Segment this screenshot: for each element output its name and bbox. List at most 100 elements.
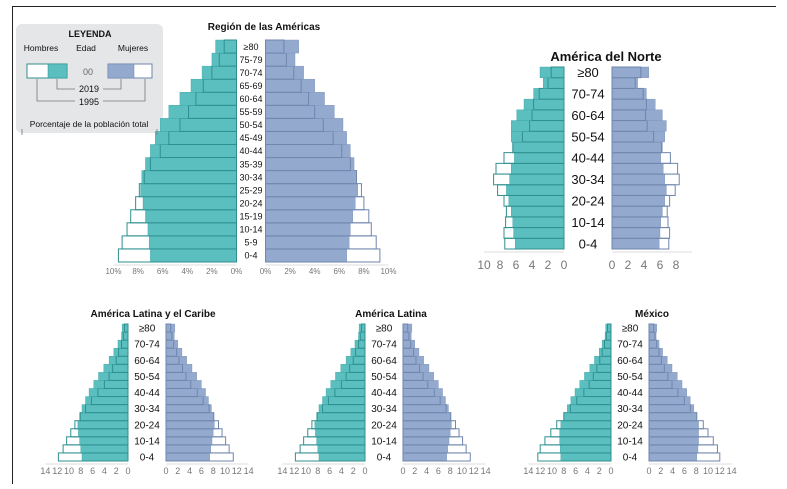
x-tick-left: 8% <box>132 267 144 276</box>
x-tick-right: 0 <box>646 466 651 476</box>
bar-hombres-2019 <box>358 323 366 333</box>
x-tick-right: 6% <box>334 267 346 276</box>
bar-hombres-2019 <box>559 428 612 438</box>
legend-year-1995: 1995 <box>79 97 99 107</box>
age-label: 5-9 <box>244 238 257 248</box>
bar-hombres-2019 <box>512 216 565 228</box>
age-label: 25-29 <box>239 185 262 195</box>
x-tick-left: 2 <box>114 466 119 476</box>
x-tick-right: 8 <box>448 466 453 476</box>
bar-hombres-2019 <box>145 209 237 224</box>
bar-hombres-1995 <box>223 39 237 54</box>
bar-hombres-2019 <box>108 356 129 365</box>
x-tick-left: 6 <box>573 466 578 476</box>
bar-hombres-2019 <box>515 238 565 250</box>
bar-mujeres-2019 <box>402 404 449 413</box>
bar-mujeres-2019 <box>402 452 447 462</box>
bar-mujeres-2019 <box>611 88 647 100</box>
x-tick-right: 6 <box>682 466 687 476</box>
age-label: 40-44 <box>571 151 604 166</box>
bar-mujeres-2019 <box>265 105 335 119</box>
bar-mujeres-2019 <box>648 364 673 373</box>
bar-mujeres-2019 <box>402 420 452 429</box>
bar-hombres-2019 <box>508 195 565 207</box>
bar-mujeres-2019 <box>402 331 412 341</box>
x-tick-left: 2 <box>351 466 356 476</box>
age-label: 70-74 <box>134 340 160 351</box>
bar-mujeres-2019 <box>648 420 699 429</box>
bar-hombres-2019 <box>512 141 565 153</box>
x-tick-right: 12 <box>232 466 242 476</box>
bar-mujeres-2019 <box>265 92 325 106</box>
chart-title: América Latina <box>355 309 427 320</box>
age-label: 50-54 <box>371 372 397 383</box>
age-label: 70-74 <box>239 68 262 78</box>
bar-hombres-1995 <box>550 66 565 79</box>
age-label: 60-64 <box>617 356 643 367</box>
x-tick-right: 4 <box>424 466 429 476</box>
bar-mujeres-2019 <box>611 173 665 185</box>
x-tick-right: 4% <box>309 267 321 276</box>
x-tick-right: 0 <box>163 466 168 476</box>
x-tick-left: 0 <box>125 466 130 476</box>
pyramid-chart-2: América Latina y el Caribe 0-4 10-14 20-24 3… <box>40 309 253 476</box>
bar-mujeres-2019 <box>265 222 351 237</box>
bar-hombres-2019 <box>594 356 612 365</box>
bar-hombres-2019 <box>148 235 237 250</box>
bar-hombres-2019 <box>559 436 612 446</box>
age-label: 45-49 <box>239 133 262 143</box>
legend-caption: Porcentaje de la población total <box>30 119 149 129</box>
bar-mujeres-2019 <box>165 356 187 365</box>
x-tick-left: 0 <box>362 466 367 476</box>
bar-mujeres-2019 <box>648 412 697 421</box>
bar-mujeres-1995 <box>648 323 655 333</box>
bar-mujeres-2019 <box>648 444 699 454</box>
bar-hombres-2019 <box>88 388 129 397</box>
bar-mujeres-2019 <box>611 66 649 78</box>
x-tick-right: 8 <box>211 466 216 476</box>
age-label: 10-14 <box>134 436 160 447</box>
bar-mujeres-2019 <box>611 205 663 218</box>
bar-mujeres-2019 <box>265 144 351 158</box>
x-tick-right: 2% <box>284 267 296 276</box>
x-tick-left: 14 <box>523 466 533 476</box>
bar-mujeres-2019 <box>165 412 214 421</box>
x-tick-right: 14 <box>481 466 491 476</box>
bar-mujeres-1995 <box>265 39 285 54</box>
bar-mujeres-2019 <box>648 323 657 333</box>
age-label: 70-74 <box>617 340 643 351</box>
bar-hombres-2019 <box>316 436 366 446</box>
bar-mujeres-2019 <box>165 388 206 397</box>
legend-edad: Edad <box>76 43 96 53</box>
bar-mujeres-2019 <box>611 216 661 228</box>
bar-mujeres-2019 <box>402 339 416 349</box>
x-tick-right: 0% <box>260 267 272 276</box>
bar-mujeres-2019 <box>648 436 699 446</box>
age-label: 30-34 <box>239 172 262 182</box>
x-tick-left: 4 <box>529 258 536 272</box>
x-tick-right: 10 <box>457 466 467 476</box>
age-label: 60-64 <box>239 94 262 104</box>
bar-mujeres-2019 <box>402 396 446 405</box>
x-tick-left: 4 <box>339 466 344 476</box>
bar-mujeres-2019 <box>402 444 449 454</box>
bar-mujeres-2019 <box>165 420 215 429</box>
bar-mujeres-2019 <box>265 235 350 250</box>
bar-mujeres-2019 <box>402 436 450 446</box>
x-tick-left: 10 <box>547 466 557 476</box>
bar-mujeres-2019 <box>402 356 424 365</box>
bar-mujeres-2019 <box>648 356 668 365</box>
bar-mujeres-2019 <box>611 141 663 153</box>
bar-hombres-2019 <box>325 388 366 397</box>
age-label: 10-14 <box>571 215 604 230</box>
x-tick-right: 8 <box>673 258 680 272</box>
x-tick-left: 10% <box>105 267 121 276</box>
age-label: 0-4 <box>377 453 392 464</box>
bar-mujeres-1995 <box>611 66 642 79</box>
bar-mujeres-2019 <box>165 404 212 413</box>
bar-mujeres-2019 <box>165 436 213 446</box>
bar-hombres-2019 <box>574 388 612 397</box>
bar-mujeres-2019 <box>648 452 697 462</box>
age-label: ≥80 <box>622 324 639 335</box>
bar-hombres-2019 <box>318 452 366 462</box>
